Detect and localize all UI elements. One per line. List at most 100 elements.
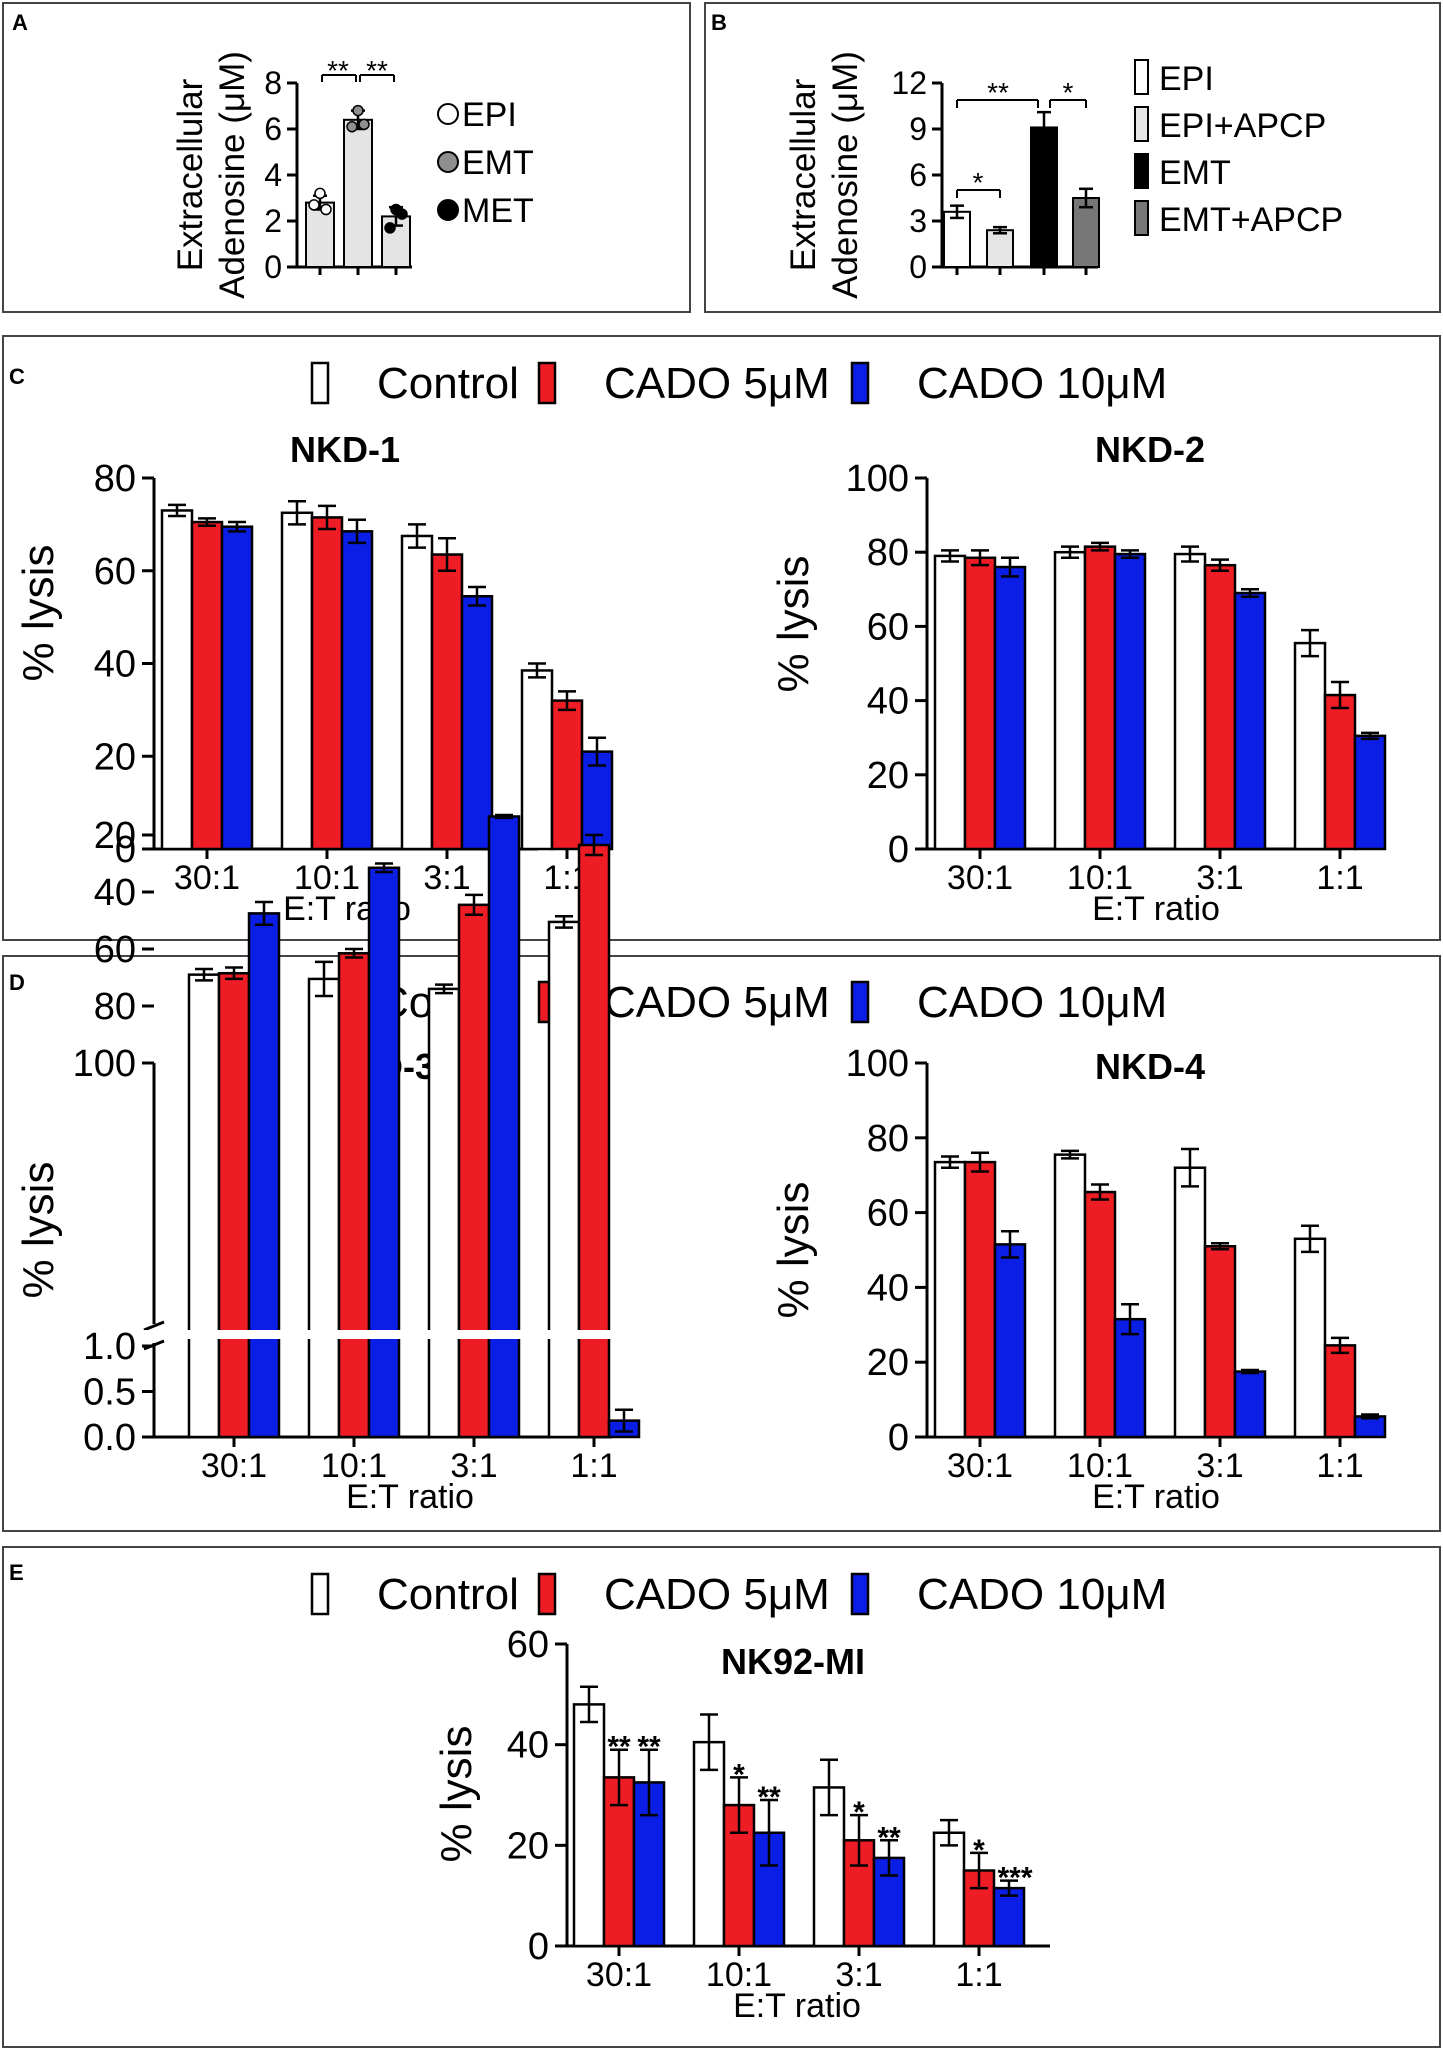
chart-b-sig-label-0: * [973,167,984,198]
chart-d2-bar-control-0 [933,1160,967,1439]
chart-a-legend-label-2: MET [462,192,534,230]
legend-label-control-e: Control [377,1570,519,1619]
chart-d1-axis-break-mark [143,1320,165,1332]
legend-label-cado10-c: CADO 10μM [917,359,1167,408]
chart-e-x-tick-label-2: 3:1 [835,1956,882,1994]
chart-a-ylabel-line2: Adenosine (μM) [213,51,252,299]
chart-e-sig-cado5-3: * [973,1834,985,1867]
panel-label-d: D [9,970,25,995]
chart-b-bar-0 [943,210,971,269]
chart-e-sig-cado10-1: ** [757,1781,781,1814]
chart-c1-bar-cado5-3 [550,699,584,851]
chart-d2-bar-cado10-0 [993,1243,1027,1439]
chart-d2-y-tick-label: 100 [846,1043,909,1085]
chart-c2-xlabel: E:T ratio [1092,890,1220,928]
chart-e-sig-cado5-0: ** [607,1731,631,1764]
chart-b-sig-label-2: * [1063,77,1074,108]
chart-b-legend-swatch-0 [1134,59,1149,95]
chart-d1-bar-cado10-1 [367,866,401,1439]
chart-c1-bar-cado5-2 [430,553,464,851]
chart-b-legend-swatch-2 [1134,153,1149,189]
chart-c2-x-tick-label-1: 10:1 [1067,859,1133,897]
chart-e-sig-cado5-2: * [853,1796,865,1829]
chart-b-y-tick-label: 6 [909,157,927,193]
chart-c1-y-tick-label: 40 [94,644,136,686]
chart-d1-y-tick-label: 20 [94,815,136,857]
chart-e-bar-control-1 [692,1740,726,1948]
panel-a-frame [2,2,691,313]
chart-c2-bar-cado5-2 [1203,563,1237,851]
chart-c2-y-tick-label: 80 [867,532,909,574]
legend-label-cado10-e: CADO 10μM [917,1570,1167,1619]
chart-a-legend-label-0: EPI [462,96,517,134]
chart-a-y-tick-label: 8 [264,65,282,101]
legend-label-cado5-d: CADO 5μM [604,978,830,1027]
chart-d1-y-tick-label: 40 [94,872,136,914]
chart-d1-y-tick-label: 0.5 [83,1372,136,1414]
panel-c-frame [2,335,1441,941]
chart-b-y-tick-label: 3 [909,203,927,239]
legend-swatch-cado10-d [850,980,870,1024]
chart-d2-bar-control-1 [1053,1153,1087,1439]
legend-label-cado10-d: CADO 10μM [917,978,1167,1027]
chart-d2-bar-control-3 [1293,1237,1327,1439]
chart-a-point-0-1 [314,187,326,200]
chart-a-ylabel-line1: Extracellular [171,78,210,271]
chart-d1-y-tick-label: 80 [94,986,136,1028]
chart-d1-x-tick-label-0: 30:1 [201,1447,267,1485]
chart-d1-bar-control-3 [547,920,581,1439]
chart-c2-bar-cado5-1 [1083,545,1117,851]
chart-b-y-tick-label: 9 [909,111,927,147]
legend-swatch-cado5-e [537,1572,557,1616]
chart-c1-y-tick-label: 0 [115,829,136,871]
chart-a-point-1-2 [358,118,370,131]
chart-b-ylabel-line1: Extracellular [784,78,823,271]
chart-e-bar-control-3 [932,1831,966,1948]
chart-d2-x-tick-label-2: 3:1 [1196,1447,1243,1485]
chart-c2-bar-cado5-0 [963,556,997,851]
chart-b-bar-1 [986,229,1014,268]
chart-c2-ylabel: % lysis [769,556,818,693]
chart-d2-x-tick-label-0: 30:1 [947,1447,1013,1485]
chart-a-point-2-2 [396,208,408,220]
chart-c2-title: NKD-2 [1095,429,1205,470]
chart-a-y-tick-label: 4 [264,157,282,193]
chart-e-bar-cado10-3 [992,1886,1026,1948]
chart-e-sig-cado5-1: * [733,1758,745,1791]
chart-a-point-0-2 [320,203,332,216]
legend-swatch-cado10-e [850,1572,870,1616]
chart-c2-bar-cado10-3 [1353,734,1387,851]
chart-d2-y-tick-label: 0 [888,1417,909,1459]
chart-a-legend-label-1: EMT [462,144,534,182]
chart-c1-bar-cado10-0 [220,525,254,851]
chart-b-legend-label-1: EPI+APCP [1159,107,1326,145]
legend-swatch-control-c [310,361,330,405]
chart-d2-bar-cado10-1 [1113,1317,1147,1439]
panel-label-c: C [9,364,25,389]
chart-e-xlabel: E:T ratio [733,1987,861,2025]
chart-c1-bar-control-2 [400,534,434,851]
chart-d1-y-tick-label: 60 [94,929,136,971]
chart-d2-y-tick-label: 20 [867,1342,909,1384]
chart-b-ylabel-line2: Adenosine (μM) [826,51,865,299]
legend-label-control-c: Control [377,359,519,408]
chart-d1-xlabel: E:T ratio [346,1478,474,1516]
chart-e-y-tick-label: 60 [507,1624,549,1666]
chart-c1-y-tick-label: 20 [94,736,136,778]
chart-c1-ylabel: % lysis [14,545,63,682]
chart-d2-title: NKD-4 [1095,1046,1205,1087]
chart-a-legend-marker-1 [437,151,459,173]
chart-e-sig-cado10-3: *** [997,1862,1032,1895]
chart-e-sig-cado10-2: ** [877,1821,901,1854]
chart-b-legend-label-0: EPI [1159,60,1214,98]
chart-d2-bar-control-2 [1173,1166,1207,1439]
chart-d2-bar-cado5-1 [1083,1190,1117,1439]
chart-a-bar-1 [343,118,373,268]
chart-d1-bar-cado10-0 [247,912,281,1439]
chart-c2-x-tick-label-3: 1:1 [1316,859,1363,897]
chart-e-y-tick-label: 0 [528,1926,549,1968]
chart-c1-bar-cado5-1 [310,516,344,851]
chart-a-point-1-1 [352,104,364,117]
chart-d1-bar-cado5-1 [337,952,371,1439]
